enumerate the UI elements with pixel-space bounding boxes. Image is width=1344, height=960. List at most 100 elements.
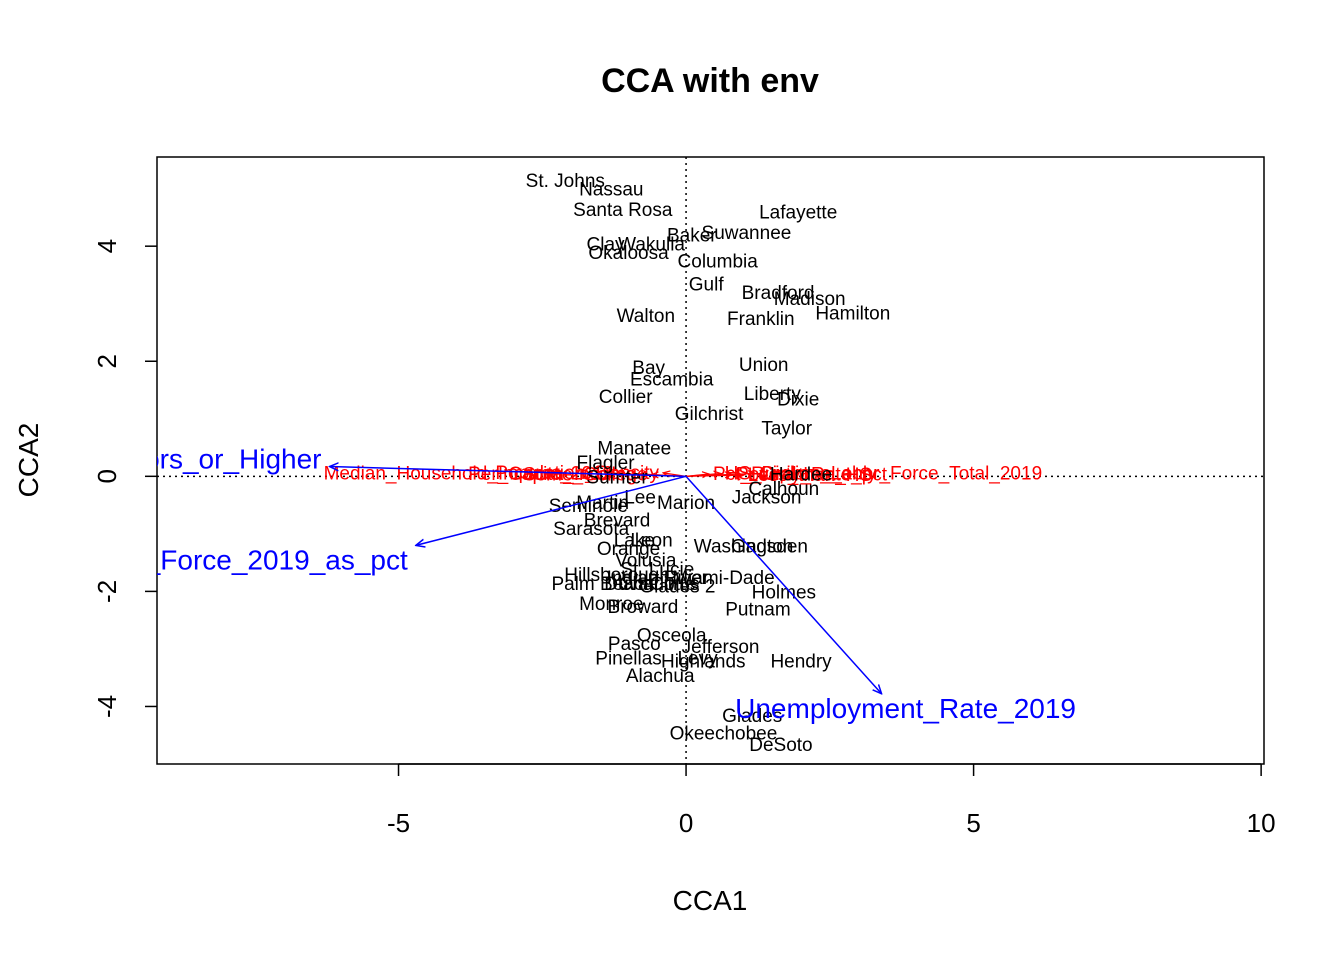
site-label: Suwannee bbox=[702, 223, 792, 244]
site-label: Calhoun bbox=[748, 479, 819, 500]
env-vector-label: Bachelors_or_Higher bbox=[58, 444, 321, 475]
site-label: Nassau bbox=[579, 180, 643, 201]
site-label: Lake bbox=[614, 531, 655, 552]
site-label: Sumter bbox=[586, 467, 648, 488]
x-axis-label: CCA1 bbox=[673, 885, 748, 916]
site-label: Lafayette bbox=[759, 203, 837, 224]
site-label: Martin bbox=[576, 493, 629, 514]
site-label: Glades bbox=[722, 706, 782, 727]
site-label: Leon bbox=[630, 531, 672, 552]
chart-title: CCA with env bbox=[601, 62, 819, 100]
axes-layer: -5 0 5 10 -4 -2 0 2 4 bbox=[92, 239, 1276, 838]
plot-frame bbox=[156, 156, 1265, 765]
major-env-vectors: Bachelors_or_Higher Civilian_Labor_Force_… bbox=[0, 444, 1076, 724]
site-label: Union bbox=[739, 355, 789, 376]
site-label: Manatee bbox=[597, 439, 671, 460]
site-label: Madison bbox=[774, 289, 846, 310]
site-label: Collier bbox=[599, 387, 654, 408]
site-label: Charlotte bbox=[619, 574, 696, 595]
site-label: Escambia bbox=[630, 370, 714, 391]
env-vector-minor-label: Per_Capita_Income bbox=[468, 464, 636, 485]
site-label: Hillsborough bbox=[564, 565, 670, 586]
site-label: Wakulla bbox=[618, 234, 685, 255]
env-vector bbox=[685, 475, 882, 693]
env-vector bbox=[330, 467, 687, 478]
site-label: Monroe bbox=[579, 594, 643, 615]
site-label: Gadsden bbox=[731, 536, 808, 557]
site-label: Gilchrist bbox=[675, 404, 744, 425]
plot-area: Median_Household_Income_2019 Civilian_Lab… bbox=[0, 157, 1264, 764]
env-vector-label: Unemployment_Rate_2019 bbox=[735, 693, 1076, 724]
site-label: Hendry bbox=[770, 651, 832, 672]
y-tick-label: -4 bbox=[92, 695, 122, 718]
site-label: Indian River bbox=[607, 568, 709, 589]
site-label: Hamilton bbox=[815, 303, 890, 324]
env-vector-label: Civilian_Labor_Force_2019_as_pct bbox=[0, 544, 408, 575]
env-vector-minor-label: HS_Diploma_only bbox=[725, 463, 878, 484]
site-label: Columbia bbox=[678, 252, 759, 273]
site-label: Brevard bbox=[584, 510, 651, 531]
zero-lines bbox=[157, 157, 1264, 764]
x-tick-label: 0 bbox=[679, 808, 693, 838]
y-tick-label: -2 bbox=[92, 580, 122, 603]
env-vector-minor-label: Some_College bbox=[523, 465, 648, 486]
site-label: Okeechobee bbox=[670, 723, 778, 744]
x-tick-label: -5 bbox=[387, 808, 410, 838]
site-label: Santa Rosa bbox=[573, 200, 673, 221]
site-label: Bay bbox=[632, 358, 665, 379]
site-label: Liberty bbox=[744, 384, 802, 405]
y-tick-label: 0 bbox=[92, 469, 122, 483]
env-vector-minor bbox=[686, 474, 709, 476]
site-label: Taylor bbox=[761, 418, 812, 439]
site-label: Washington bbox=[694, 536, 794, 557]
y-tick-label: 2 bbox=[92, 354, 122, 368]
site-label: Orange bbox=[597, 539, 660, 560]
site-label: Sarasota bbox=[553, 519, 629, 540]
y-tick-label: 4 bbox=[92, 239, 122, 253]
site-label: Osceola bbox=[637, 626, 707, 647]
site-label: Palm Beach bbox=[551, 574, 653, 595]
site-label: Bradford bbox=[742, 283, 815, 304]
site-label: Broward bbox=[608, 597, 679, 618]
env-vector-minor-label: Pct_Rural bbox=[713, 464, 796, 485]
env-vector-minor-label: Poverty_Rate_pct bbox=[736, 465, 888, 486]
x-tick-label: 10 bbox=[1247, 808, 1276, 838]
site-label: Alachua bbox=[626, 666, 695, 687]
site-label: Pinellas bbox=[595, 649, 662, 670]
y-axis-label: CCA2 bbox=[13, 423, 44, 498]
site-label: St. Johns bbox=[526, 171, 605, 192]
site-label: Citrus bbox=[650, 574, 700, 595]
site-label: St. Lucie bbox=[620, 559, 694, 580]
site-label: Jefferson bbox=[682, 637, 760, 658]
site-label: Jackson bbox=[732, 487, 802, 508]
site-label: Clay bbox=[587, 234, 626, 255]
env-vector-minor-label: Civilian_Labor_Force_Total_2019 bbox=[759, 463, 1042, 484]
site-label: Flagler bbox=[577, 453, 636, 474]
site-label: Duval bbox=[604, 574, 653, 595]
site-label: Marion bbox=[657, 493, 715, 514]
site-label: Putnam bbox=[725, 600, 790, 621]
minor-env-vectors: Median_Household_Income_2019 Civilian_Lab… bbox=[324, 463, 1043, 486]
site-label: Volusia bbox=[615, 551, 677, 572]
site-label: Seminole bbox=[549, 496, 628, 517]
site-label: Lee bbox=[624, 487, 656, 508]
site-label: Dixie bbox=[777, 390, 819, 411]
site-label: Levy bbox=[677, 649, 718, 670]
site-label: Okaloosa bbox=[588, 243, 669, 264]
x-tick-label: 5 bbox=[966, 808, 980, 838]
site-label: Miami-Dade bbox=[672, 568, 774, 589]
site-label: Gulf bbox=[689, 275, 725, 296]
site-label: Franklin bbox=[727, 309, 795, 330]
site-label: Walton bbox=[617, 306, 675, 327]
site-label: Pasco bbox=[608, 634, 661, 655]
site-label: Hardee bbox=[770, 464, 832, 485]
env-vector bbox=[416, 475, 687, 545]
site-label: Baker bbox=[667, 226, 717, 247]
site-label: Holmes bbox=[752, 582, 816, 603]
site-label: DeSoto bbox=[749, 735, 812, 756]
site-label: Highlands bbox=[661, 651, 746, 672]
site-label: Glades 2 bbox=[639, 577, 715, 598]
env-vector-minor-label: Less_than_HS bbox=[748, 465, 873, 486]
